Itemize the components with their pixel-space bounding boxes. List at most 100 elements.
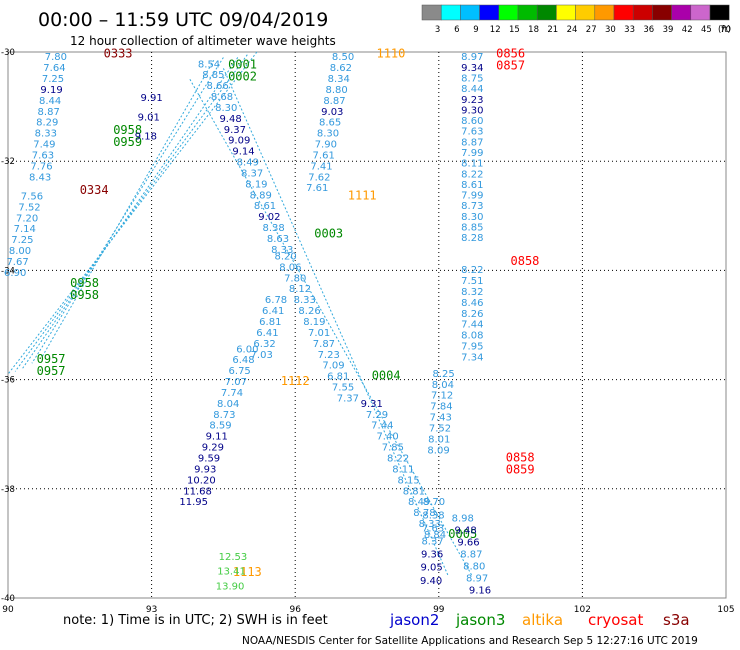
time-label: 0856 [496, 46, 525, 60]
swh-value: 9.01 [138, 112, 160, 123]
swh-value: 8.11 [392, 464, 414, 475]
swh-value: 7.09 [322, 361, 344, 372]
swh-value: 9.34 [461, 63, 483, 74]
time-label: 0002 [228, 69, 257, 83]
swh-value: 7.56 [21, 191, 43, 202]
legend-label: 42 [682, 25, 693, 35]
satellite-legend-cryosat: cryosat [588, 611, 643, 629]
time-label: 0958 [70, 276, 99, 290]
swh-value: 6.81 [327, 372, 349, 383]
time-label: 0004 [372, 369, 401, 383]
swh-value: 8.87 [38, 107, 60, 118]
track-line [21, 57, 239, 369]
legend-unit: (ft) [718, 25, 731, 35]
swh-value: 7.01 [308, 328, 330, 339]
lat-tick-label: -30 [1, 48, 15, 58]
swh-value: 8.09 [427, 445, 449, 456]
swh-value: 9.31 [361, 399, 383, 410]
time-label: 0857 [496, 58, 525, 72]
swh-value: 6.75 [229, 366, 251, 377]
swh-value: 9.23 [461, 95, 483, 106]
swh-value: 6.41 [262, 306, 284, 317]
time-label: 0003 [314, 227, 343, 241]
swh-value: 8.25 [432, 369, 454, 380]
swh-value: 7.76 [30, 161, 52, 172]
time-label: 0005 [448, 527, 477, 541]
swh-value: 8.11 [461, 159, 483, 170]
swh-value: 8.12 [289, 284, 311, 295]
lat-lon-grid [8, 52, 726, 598]
swh-value: 7.12 [431, 391, 453, 402]
swh-value: 13.90 [216, 581, 245, 592]
time-label: 1110 [376, 46, 405, 60]
swh-value: 7.20 [16, 213, 38, 224]
swh-value: 9.09 [228, 136, 250, 147]
legend-swatch [575, 4, 596, 21]
swh-value: 8.15 [398, 475, 420, 486]
track-line [41, 59, 215, 359]
swh-value: 8.65 [319, 118, 341, 129]
legend-swatch [440, 4, 461, 21]
swh-value: 8.81 [403, 486, 425, 497]
track-line [222, 68, 449, 577]
swh-value: 8.04 [432, 380, 454, 391]
swh-value: 8.38 [422, 510, 444, 521]
swh-value: 7.25 [42, 74, 64, 85]
swh-value: 8.37 [421, 536, 443, 547]
swh-value: 7.64 [43, 63, 65, 74]
lat-tick-label: -38 [1, 485, 15, 495]
swh-value: 11.68 [183, 486, 212, 497]
time-label: 0001 [228, 57, 257, 71]
lon-tick-label: 93 [146, 605, 157, 615]
swh-value: 8.54 [198, 59, 220, 70]
swh-value: 7.14 [14, 224, 36, 235]
legend-swatch [556, 4, 576, 21]
swh-value: 8.98 [452, 514, 474, 525]
swh-value: 7.37 [337, 393, 359, 404]
swh-labels: 0856085708580858085911101111111211130001… [4, 46, 539, 596]
swh-value: 8.97 [466, 574, 488, 585]
swh-value: 8.87 [461, 137, 483, 148]
lon-tick-label: 99 [433, 605, 445, 615]
track-line [189, 79, 473, 577]
legend-label: 9 [473, 25, 478, 35]
swh-value: 9.19 [40, 85, 62, 96]
time-label: 1112 [281, 374, 310, 388]
swh-value: 7.43 [430, 413, 452, 424]
legend-swatch [709, 4, 730, 21]
legend-swatch [479, 4, 500, 21]
swh-value: 8.85 [461, 223, 483, 234]
swh-value: 7.74 [221, 388, 243, 399]
time-label: 0858 [506, 451, 535, 465]
swh-value: 9.91 [140, 93, 162, 104]
swh-value: 7.67 [6, 257, 28, 268]
track-line [31, 57, 224, 364]
swh-value: 8.22 [461, 265, 483, 276]
swh-value: 7.95 [461, 342, 483, 353]
time-label: 0334 [80, 183, 109, 197]
axis-tick-labels: 90 93 96 99 102 105 -30 -32 -34 -36 -38 -40 [1, 48, 735, 615]
swh-value: 8.01 [428, 434, 450, 445]
satellite-tracks [7, 51, 473, 577]
swh-value: 8.73 [213, 410, 235, 421]
swh-value: 8.97 [461, 52, 483, 63]
legend-label: 6 [454, 25, 459, 35]
swh-value: 9.36 [421, 550, 443, 561]
swh-value: 8.66 [207, 81, 229, 92]
time-label: 0858 [511, 254, 540, 268]
lat-tick-label: -36 [1, 376, 15, 386]
swh-value: 6.41 [256, 328, 278, 339]
swh-value: 8.20 [274, 251, 296, 262]
lon-tick-label: 102 [574, 605, 591, 615]
swh-value: 9.66 [457, 538, 479, 549]
swh-value: 8.59 [209, 421, 231, 432]
swh-value: 9.40 [420, 576, 442, 587]
swh-value: 8.33 [294, 295, 316, 306]
swh-value: 10.20 [187, 475, 216, 486]
satellite-legend-s3a: s3a [663, 611, 690, 629]
swh-value: 8.44 [39, 96, 61, 107]
time-label: 0958 [70, 288, 99, 302]
swh-value: 8.80 [463, 562, 485, 573]
footer-note: note: 1) Time is in UTC; 2) SWH is in fe… [63, 613, 328, 628]
